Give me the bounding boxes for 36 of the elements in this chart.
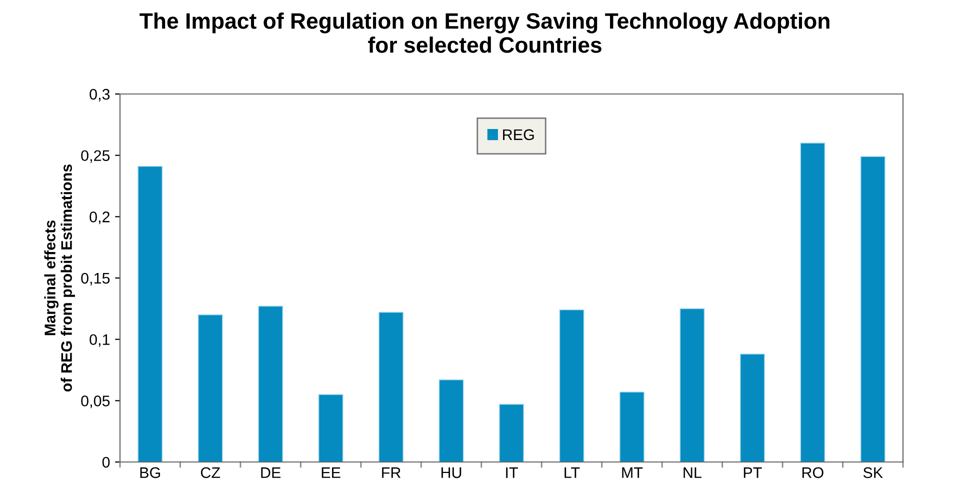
y-tick-label: 0,3 [90, 88, 110, 102]
bar [198, 314, 223, 462]
bar [680, 308, 705, 462]
x-tick-label: DE [261, 467, 281, 478]
x-tick-label: LT [564, 467, 580, 478]
x-tick-label: EE [322, 467, 340, 478]
y-axis-title: Marginal effects of REG from probit Estimations [44, 164, 75, 392]
y-tick-label: 0,05 [81, 396, 110, 408]
bar [559, 309, 584, 462]
bar [860, 156, 886, 462]
x-tick-label: RO [802, 467, 824, 478]
bar [138, 166, 163, 462]
y-tick-label: 0,15 [81, 272, 110, 286]
x-tick-label: BG [140, 467, 160, 478]
y-tick-label: 0,25 [81, 150, 110, 163]
x-tick-label: HU [441, 467, 462, 478]
bar [499, 404, 524, 462]
y-tick-label: 0 [102, 456, 110, 468]
x-tick-label: MT [622, 467, 643, 478]
bar [438, 379, 464, 462]
bar [800, 142, 826, 462]
bar [378, 312, 404, 462]
x-tick-label: SK [863, 467, 883, 478]
bar [740, 354, 765, 462]
legend-label: REG [503, 129, 534, 140]
bar [619, 392, 644, 462]
x-tick-label: FR [382, 467, 401, 478]
bar [318, 394, 344, 462]
y-tick-label: 0,1 [90, 334, 110, 347]
x-tick-label: CZ [200, 467, 220, 478]
x-tick-label: PT [744, 467, 762, 478]
x-tick-label: NL [684, 467, 702, 478]
y-tick-label: 0,2 [90, 212, 110, 224]
chart-title: The Impact of Regulation on Energy Saving Technology Adoption for selected Countries [140, 12, 830, 53]
bar [258, 306, 284, 462]
x-tick-label: IT [506, 467, 518, 478]
